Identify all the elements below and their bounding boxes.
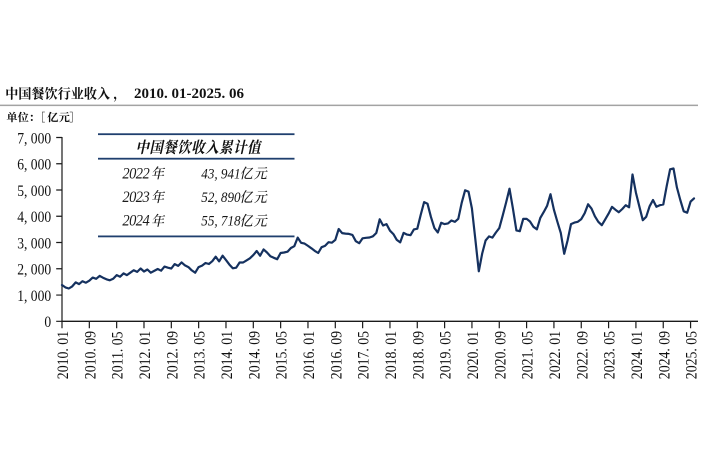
svg-text:4, 000: 4, 000: [17, 209, 51, 226]
svg-text:43, 941: 43, 941: [201, 167, 240, 183]
svg-text:0: 0: [44, 314, 51, 331]
svg-text:1, 000: 1, 000: [17, 288, 51, 305]
svg-text:2023. 05: 2023. 05: [602, 331, 619, 379]
svg-text:2014. 09: 2014. 09: [246, 331, 263, 379]
svg-text:2010. 09: 2010. 09: [82, 331, 99, 379]
svg-text:2012. 09: 2012. 09: [164, 331, 181, 379]
svg-text:2018. 09: 2018. 09: [410, 331, 427, 379]
svg-text:2021. 05: 2021. 05: [520, 331, 537, 379]
svg-text:2024: 2024: [122, 212, 150, 230]
svg-text:2011. 05: 2011. 05: [110, 331, 127, 379]
svg-text:2020. 09: 2020. 09: [492, 331, 509, 379]
svg-text:55, 718: 55, 718: [201, 214, 240, 230]
svg-text:2012. 01: 2012. 01: [137, 331, 154, 379]
svg-text:2024. 01: 2024. 01: [629, 331, 646, 379]
svg-text:3, 000: 3, 000: [17, 235, 51, 252]
svg-text:2010. 01: 2010. 01: [55, 331, 72, 379]
svg-text:2010. 01-2025. 06: 2010. 01-2025. 06: [134, 86, 244, 102]
svg-text:52, 890: 52, 890: [201, 190, 240, 206]
svg-text:2022: 2022: [122, 165, 150, 183]
svg-text:2023: 2023: [122, 188, 150, 206]
svg-text:2013. 05: 2013. 05: [192, 331, 209, 379]
svg-text:2016. 01: 2016. 01: [301, 331, 318, 379]
svg-text:2017. 05: 2017. 05: [356, 331, 373, 379]
svg-text:2018. 01: 2018. 01: [383, 331, 400, 379]
svg-text:2022. 01: 2022. 01: [547, 331, 564, 379]
svg-text:2, 000: 2, 000: [17, 262, 51, 279]
svg-text:2015. 05: 2015. 05: [274, 331, 291, 379]
svg-text:2024. 09: 2024. 09: [656, 331, 673, 379]
svg-text:6, 000: 6, 000: [17, 157, 51, 174]
svg-text:2019. 05: 2019. 05: [438, 331, 455, 379]
svg-text:2016. 09: 2016. 09: [328, 331, 345, 379]
svg-text:2014. 01: 2014. 01: [219, 331, 236, 379]
svg-text:2025. 05: 2025. 05: [684, 331, 701, 379]
svg-text:2022. 09: 2022. 09: [574, 331, 591, 379]
svg-text:2020. 01: 2020. 01: [465, 331, 482, 379]
svg-text:7, 000: 7, 000: [17, 130, 51, 147]
svg-text:5, 000: 5, 000: [17, 183, 51, 200]
